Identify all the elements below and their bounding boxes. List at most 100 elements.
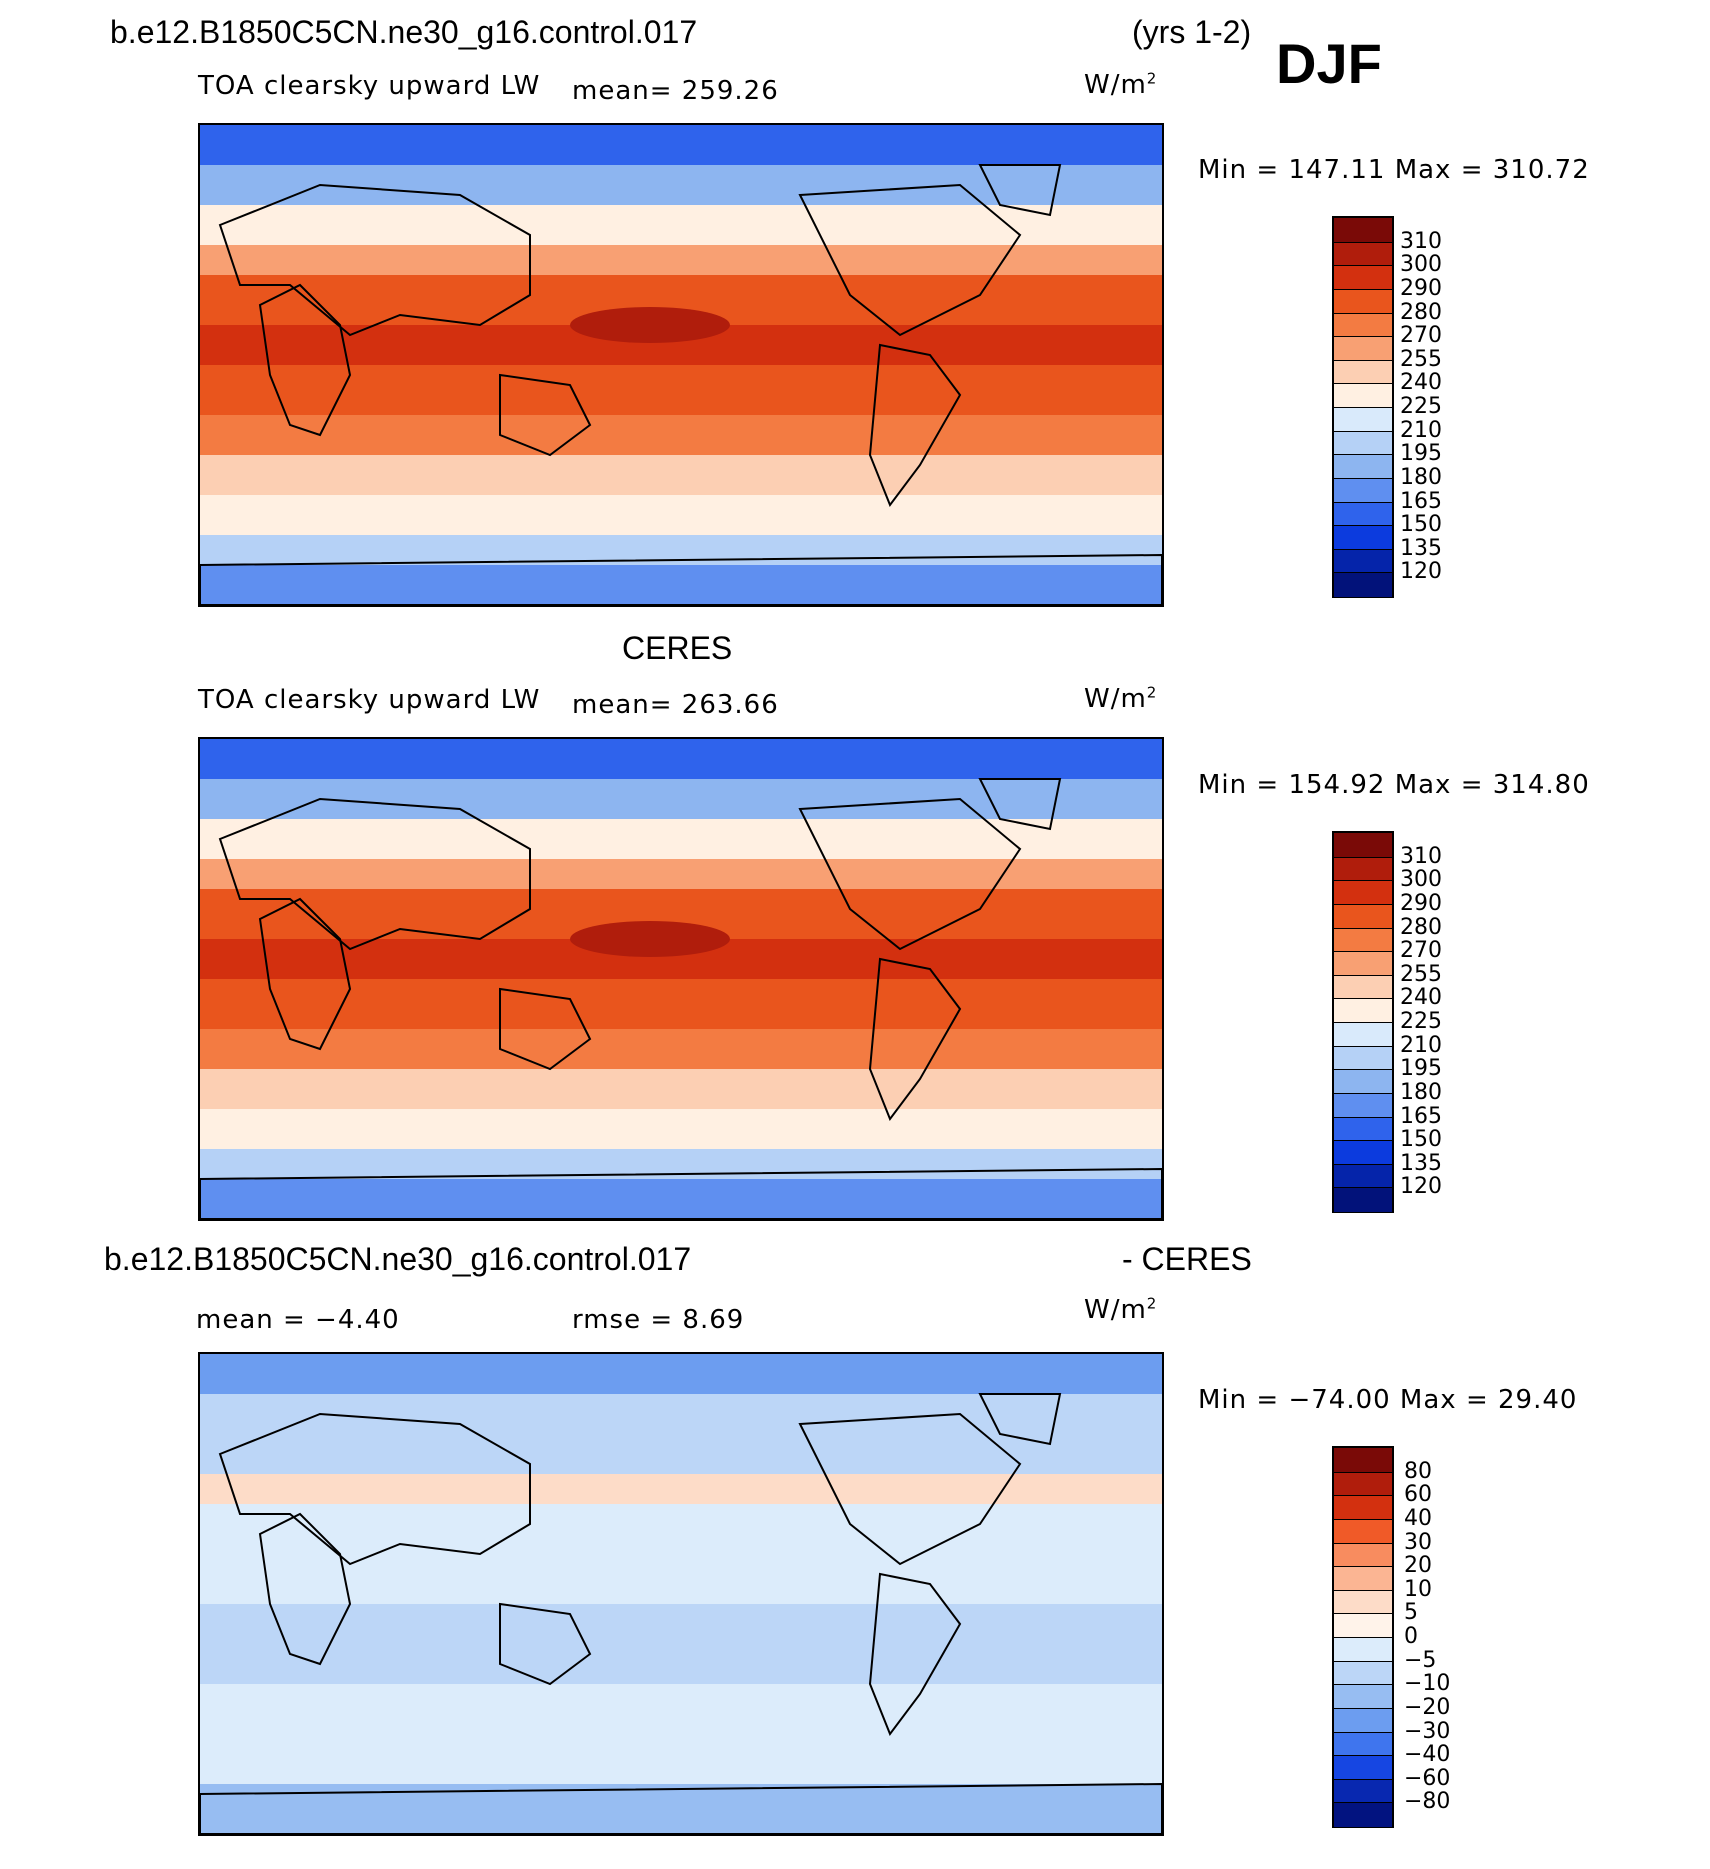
colorbar-swatch: [1334, 998, 1392, 1023]
colorbar-tick-label: 150: [1400, 512, 1442, 538]
case-name-title: b.e12.B1850C5CN.ne30_g16.control.017: [110, 14, 698, 50]
colorbar-tick-label: 195: [1400, 1056, 1442, 1082]
colorbar-tick-label: 40: [1404, 1505, 1432, 1531]
model-map-field: [200, 125, 1162, 605]
colorbar-tick-label: 240: [1400, 370, 1442, 396]
colorbar-tick-label: 180: [1400, 1079, 1442, 1105]
colorbar-swatch: [1334, 1731, 1392, 1757]
field-band: [200, 415, 1162, 455]
colorbar-swatch: [1334, 525, 1392, 550]
field-band: [200, 1504, 1162, 1604]
coastline: [218, 797, 531, 951]
colorbar-swatch: [1334, 1495, 1392, 1520]
colorbar-tick-label: 10: [1404, 1576, 1432, 1602]
colorbar-tick-label: 210: [1400, 417, 1442, 443]
coastline: [218, 183, 531, 337]
colorbar-tick-label: 255: [1400, 346, 1442, 372]
colorbar-tick-label: 290: [1400, 890, 1442, 916]
coastline: [200, 1167, 1162, 1219]
colorbar-swatch: [1334, 241, 1392, 267]
colorbar-swatch: [1334, 903, 1392, 929]
colorbar-tick-label: 120: [1400, 559, 1442, 585]
field-band: [200, 205, 1162, 245]
colorbar-swatch: [1334, 1187, 1392, 1212]
panel-diff-colorbar: [1332, 1446, 1394, 1828]
colorbar-swatch: [1334, 477, 1392, 503]
years-label: (yrs 1-2): [1132, 14, 1252, 50]
field-band: [200, 1069, 1162, 1109]
colorbar-swatch: [1334, 1613, 1392, 1638]
colorbar-tick-label: −30: [1404, 1718, 1451, 1744]
field-band: [200, 165, 1162, 205]
panel-diff-minmax: Min = −74.00 Max = 29.40: [1198, 1385, 1578, 1415]
colorbar-swatch: [1334, 383, 1392, 408]
coastline: [200, 1782, 1162, 1834]
coastline: [798, 797, 1022, 951]
field-band: [200, 1354, 1162, 1394]
colorbar-tick-label: −40: [1404, 1742, 1451, 1768]
colorbar-swatch: [1334, 336, 1392, 361]
colorbar-swatch: [1334, 548, 1392, 574]
colorbar-tick-label: 180: [1400, 464, 1442, 490]
field-band: [200, 1179, 1162, 1219]
coastline: [978, 778, 1062, 831]
coastline: [798, 1412, 1022, 1566]
coastline: [258, 1512, 352, 1666]
colorbar-tick-label: 20: [1404, 1553, 1432, 1579]
colorbar-swatch: [1334, 430, 1392, 456]
field-band: [200, 455, 1162, 495]
coastline: [868, 957, 962, 1122]
panel-model-colorbar: [1332, 216, 1394, 598]
colorbar-swatch: [1334, 1589, 1392, 1615]
panel-obs-title: CERES: [622, 630, 733, 666]
colorbar-tick-label: 195: [1400, 441, 1442, 467]
field-band: [200, 739, 1162, 779]
colorbar-tick-label: −10: [1404, 1671, 1451, 1697]
panel-obs-units: W/m2: [1084, 683, 1158, 714]
coastline: [258, 897, 352, 1051]
colorbar-swatch: [1334, 1684, 1392, 1709]
colorbar-swatch: [1334, 1566, 1392, 1591]
field-band: [200, 565, 1162, 605]
panel-diff-units: W/m2: [1084, 1294, 1158, 1325]
colorbar-tick-label: 310: [1400, 228, 1442, 254]
field-band: [200, 819, 1162, 859]
coastline: [868, 343, 962, 508]
field-band: [200, 125, 1162, 165]
colorbar-tick-label: −5: [1404, 1647, 1437, 1673]
panel-diff-rmse: rmse = 8.69: [572, 1305, 745, 1335]
colorbar-swatch: [1334, 927, 1392, 953]
colorbar-swatch: [1334, 501, 1392, 527]
colorbar-swatch: [1334, 1755, 1392, 1780]
colorbar-swatch: [1334, 1660, 1392, 1686]
field-band: [200, 1109, 1162, 1149]
colorbar-tick-label: 165: [1400, 1103, 1442, 1129]
coastline: [258, 283, 352, 437]
colorbar-swatch: [1334, 833, 1392, 858]
colorbar-tick-label: 80: [1404, 1458, 1432, 1484]
panel-obs-map: [198, 737, 1164, 1221]
colorbar-swatch: [1334, 1140, 1392, 1165]
season-label: DJF: [1276, 32, 1382, 95]
colorbar-swatch: [1334, 1518, 1392, 1544]
coastline: [499, 1602, 592, 1686]
colorbar-swatch: [1334, 1448, 1392, 1473]
field-band: [200, 1604, 1162, 1684]
colorbar-swatch: [1334, 1707, 1392, 1733]
colorbar-tick-label: 225: [1400, 1009, 1442, 1034]
colorbar-swatch: [1334, 880, 1392, 905]
diff-map-field: [200, 1354, 1162, 1834]
colorbar-swatch: [1334, 1542, 1392, 1568]
colorbar-tick-label: 135: [1400, 535, 1442, 561]
colorbar-swatch: [1334, 288, 1392, 314]
colorbar-tick-label: 255: [1400, 961, 1442, 987]
colorbar-tick-label: −60: [1404, 1765, 1451, 1791]
colorbar-tick-label: 0: [1404, 1624, 1418, 1649]
colorbar-tick-label: 5: [1404, 1600, 1418, 1626]
colorbar-tick-label: 240: [1400, 985, 1442, 1011]
coastline: [218, 1412, 531, 1566]
colorbar-tick-label: 280: [1400, 914, 1442, 940]
panel-diff-map: [198, 1352, 1164, 1836]
colorbar-swatch: [1334, 951, 1392, 976]
colorbar-swatch: [1334, 856, 1392, 882]
